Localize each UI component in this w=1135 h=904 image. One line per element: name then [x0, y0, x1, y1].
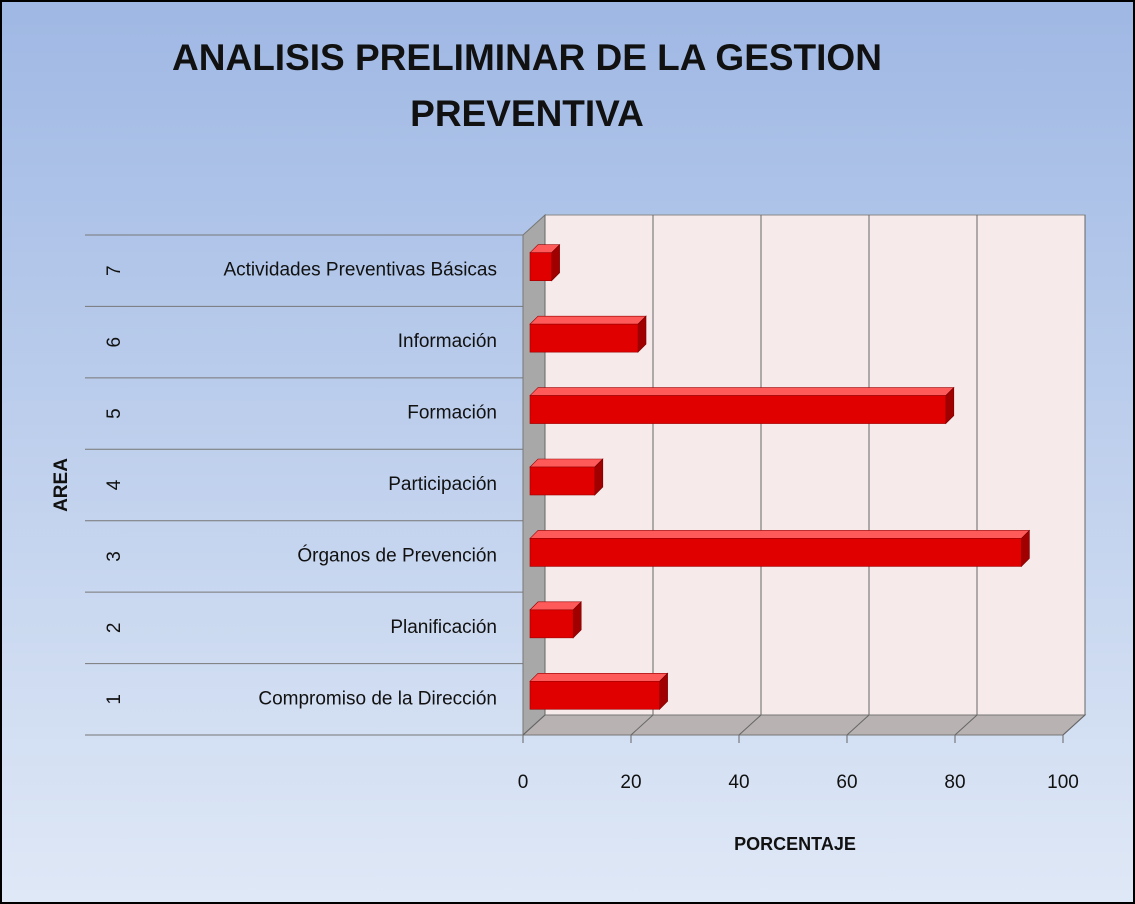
chart-title: ANALISIS PRELIMINAR DE LA GESTION PREVEN… — [172, 37, 882, 134]
x-axis-label: PORCENTAJE — [734, 834, 856, 854]
category-label: Actividades Preventivas Básicas — [223, 260, 497, 281]
grid-line — [1062, 714, 1086, 736]
bar — [529, 395, 947, 424]
category-label: Participación — [388, 474, 497, 495]
x-tick-label: 60 — [836, 772, 857, 793]
x-tick-label: 100 — [1047, 772, 1079, 793]
bar — [529, 323, 639, 353]
category-id: 5 — [104, 408, 125, 419]
category-label: Planificación — [390, 617, 497, 638]
category-id: 3 — [104, 551, 125, 562]
bar-top — [529, 601, 582, 611]
category-id: 2 — [104, 623, 125, 634]
x-tick-label: 40 — [728, 772, 749, 793]
grid-line — [630, 714, 654, 736]
bar — [529, 252, 552, 282]
bar-top — [529, 315, 647, 325]
category-id: 1 — [104, 694, 125, 705]
category-label: Formación — [407, 403, 497, 424]
x-tick-label: 80 — [944, 772, 965, 793]
category-label: Órganos de Prevención — [297, 544, 497, 566]
grid-line — [522, 714, 546, 736]
category-label: Compromiso de la Dirección — [258, 688, 497, 709]
bar-top — [529, 458, 604, 468]
category-id: 6 — [104, 337, 125, 348]
x-tick-label: 20 — [620, 772, 641, 793]
bar — [529, 466, 596, 496]
grid-line — [954, 714, 978, 736]
bar-top — [529, 387, 955, 396]
bar — [529, 680, 660, 710]
floor — [521, 714, 1087, 736]
bar — [529, 609, 574, 639]
bar-top — [529, 672, 669, 682]
category-id: 7 — [104, 265, 125, 276]
bar — [529, 538, 1022, 567]
back-wall — [544, 214, 1086, 716]
y-axis-label: AREA — [51, 458, 72, 512]
bar-top — [529, 530, 1031, 539]
category-id: 4 — [104, 479, 125, 490]
grid-line — [738, 714, 762, 736]
category-label: Información — [398, 331, 497, 352]
grid-line — [846, 714, 870, 736]
x-tick-label: 0 — [518, 772, 529, 793]
